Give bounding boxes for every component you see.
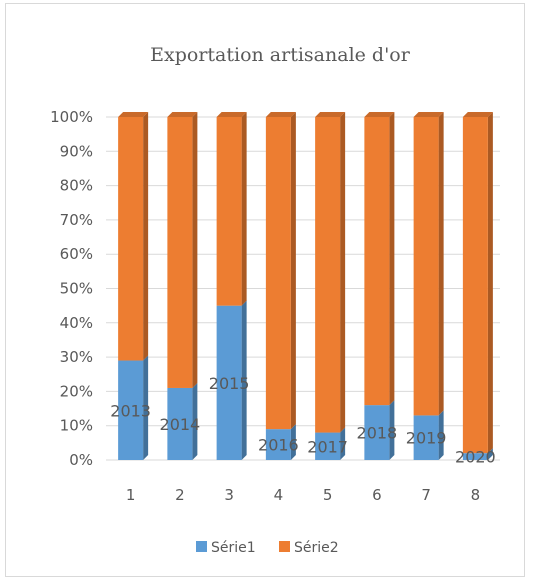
bar-top-2 xyxy=(315,112,346,117)
bars xyxy=(118,112,493,460)
bar-side-1 xyxy=(192,382,198,460)
bar-series-1 xyxy=(364,405,390,460)
x-tick-label: 2 xyxy=(175,486,185,504)
bar-series-1 xyxy=(167,387,193,460)
bar-series-2 xyxy=(413,117,439,416)
bar-side-1 xyxy=(143,355,149,460)
bar-series-2 xyxy=(216,117,242,306)
x-tick-label: 4 xyxy=(274,486,284,504)
data-label: 2020 xyxy=(455,448,496,467)
y-tick-label: 40% xyxy=(60,314,93,332)
bar-series-1 xyxy=(118,360,144,460)
chart-title: Exportation artisanale d'or xyxy=(150,44,411,66)
y-tick-label: 30% xyxy=(60,348,93,366)
x-axis: 1 2 3 4 5 6 7 8 xyxy=(126,486,480,504)
bar-side-1 xyxy=(438,410,444,460)
bar-series-2 xyxy=(315,117,341,433)
legend-label: Série1 xyxy=(211,540,256,556)
bar-side-2 xyxy=(340,112,346,433)
data-label: 2018 xyxy=(357,424,398,443)
y-tick-label: 10% xyxy=(60,417,93,435)
data-label: 2019 xyxy=(406,429,447,448)
bar-side-1 xyxy=(241,300,247,460)
y-tick-label: 70% xyxy=(60,211,93,229)
y-tick-label: 20% xyxy=(60,382,93,400)
x-tick-label: 8 xyxy=(471,486,481,504)
y-axis: 0% 10% 20% 30% 40% 50% 60% 70% 80% 90% 100% xyxy=(50,108,93,469)
bar-side-2 xyxy=(290,112,296,430)
bar-side-1 xyxy=(290,424,296,460)
bar-top-2 xyxy=(364,112,395,117)
x-tick-label: 3 xyxy=(224,486,234,504)
y-tick-label: 90% xyxy=(60,142,93,160)
bar-series-2 xyxy=(364,117,390,406)
bar-series-1 xyxy=(413,415,439,460)
bar-side-1 xyxy=(487,448,493,460)
bar-series-1 xyxy=(462,453,488,460)
bar-side-2 xyxy=(192,112,198,388)
bar-series-2 xyxy=(167,117,193,388)
bar-side-2 xyxy=(487,112,493,454)
data-labels: 2013 2014 2015 2016 2017 2018 2019 2020 xyxy=(110,374,495,467)
bar-series-2 xyxy=(265,117,291,430)
y-tick-label: 0% xyxy=(69,451,93,469)
x-tick-label: 1 xyxy=(126,486,136,504)
bar-top-2 xyxy=(118,112,149,117)
data-label: 2014 xyxy=(160,415,201,434)
bar-top-2 xyxy=(462,112,493,117)
legend-swatch xyxy=(279,541,290,552)
y-tick-label: 60% xyxy=(60,245,93,263)
bar-top-2 xyxy=(167,112,198,117)
legend: Série1 Série2 xyxy=(196,540,339,556)
bar-series-1 xyxy=(315,432,341,460)
bar-series-2 xyxy=(462,117,488,454)
y-tick-label: 100% xyxy=(50,108,93,126)
data-label: 2016 xyxy=(258,436,299,455)
bar-top-2 xyxy=(265,112,296,117)
data-label: 2017 xyxy=(307,437,348,456)
y-tick-label: 50% xyxy=(60,280,93,298)
bar-series-1 xyxy=(265,429,291,460)
bar-side-2 xyxy=(438,112,444,416)
x-tick-label: 7 xyxy=(421,486,431,504)
bar-side-2 xyxy=(143,112,149,361)
data-label: 2015 xyxy=(209,374,250,393)
legend-label: Série2 xyxy=(294,540,339,556)
bar-side-2 xyxy=(389,112,395,406)
bar-series-2 xyxy=(118,117,144,361)
bar-top-2 xyxy=(413,112,444,117)
bar-side-1 xyxy=(340,427,346,460)
x-tick-label: 6 xyxy=(372,486,382,504)
bar-side-1 xyxy=(389,400,395,460)
bar-series-1 xyxy=(216,305,242,460)
x-tick-label: 5 xyxy=(323,486,333,504)
legend-swatch xyxy=(196,541,207,552)
y-tick-label: 80% xyxy=(60,177,93,195)
bar-top-2 xyxy=(216,112,247,117)
data-label: 2013 xyxy=(110,401,151,420)
bar-side-2 xyxy=(241,112,247,306)
